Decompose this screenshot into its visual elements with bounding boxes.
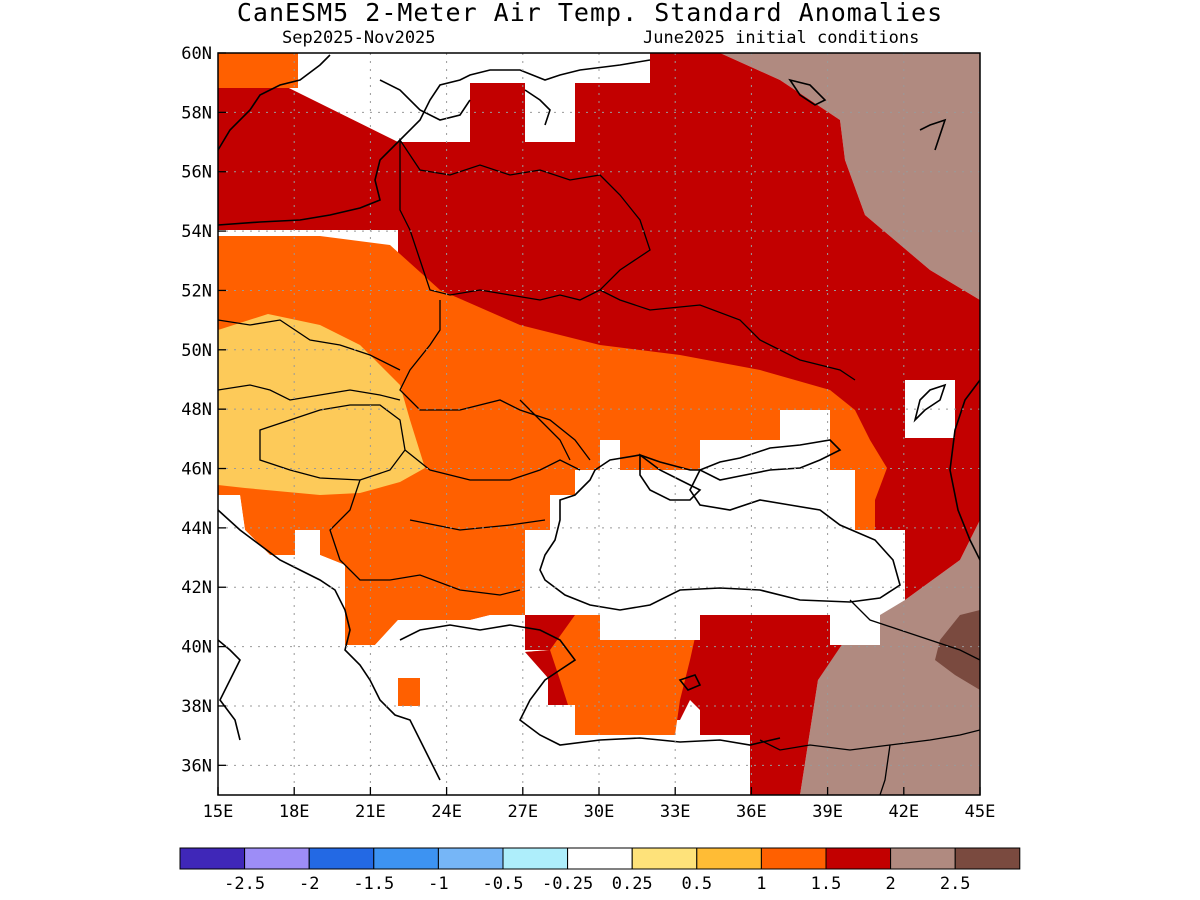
- country-border: [399, 137, 651, 301]
- anomaly-field: [218, 53, 980, 795]
- lat-tick-label: 40N: [181, 638, 212, 658]
- colorbar-swatch: [825, 847, 892, 870]
- anomaly-region-25: [935, 610, 980, 690]
- lon-tick-label: 18E: [279, 802, 310, 822]
- colorbar-label: 2.5: [940, 874, 971, 894]
- country-border: [879, 744, 891, 795]
- country-border: [218, 384, 401, 401]
- colorbar: -2.5 -2 -1.5 -1 -0.5 -0.25 0.25 0.5 1 1.5 2 2.5: [179, 847, 1021, 894]
- anomaly-region-1: [218, 236, 887, 645]
- lake-coast: [919, 118, 947, 151]
- lon-tick-label: 27E: [507, 802, 538, 822]
- lat-tick-label: 44N: [181, 519, 212, 539]
- lat-tick-label: 48N: [181, 400, 212, 420]
- lat-tick-label: 38N: [181, 697, 212, 717]
- anomaly-region-1-small: [398, 678, 420, 706]
- colorbar-swatch: [308, 847, 375, 870]
- colorbar-swatch: [696, 847, 762, 870]
- lon-tick-label: 21E: [355, 802, 386, 822]
- colorbar-label: -0.25: [542, 874, 593, 894]
- colorbar-swatch: [890, 847, 956, 870]
- crimea-coast: [639, 453, 702, 501]
- colorbar-label: -2.5: [224, 874, 265, 894]
- colorbar-label: -1.5: [353, 874, 394, 894]
- black-sea-coast: [539, 454, 901, 611]
- lat-tick-label: 42N: [181, 578, 212, 598]
- anomaly-region-15-nw: [218, 88, 244, 143]
- italy-coast: [218, 639, 241, 741]
- country-border: [409, 519, 546, 531]
- baltic-coast: [218, 54, 331, 151]
- forecast-period: Sep2025-Nov2025: [282, 28, 436, 48]
- colorbar-label: 1: [756, 874, 766, 894]
- lon-tick-label: 42E: [888, 802, 919, 822]
- lon-tick-label: 39E: [812, 802, 843, 822]
- country-border: [404, 449, 581, 481]
- country-border: [599, 289, 856, 381]
- lat-tick-label: 36N: [181, 756, 212, 776]
- lat-tick-label: 58N: [181, 103, 212, 123]
- lat-tick-label: 60N: [181, 44, 212, 64]
- lat-tick-label: 52N: [181, 281, 212, 301]
- lon-tick-label: 30E: [584, 802, 615, 822]
- colorbar-label: 0.5: [681, 874, 712, 894]
- colorbar-label: -0.5: [483, 874, 524, 894]
- cyprus-coast: [678, 674, 702, 691]
- lon-tick-label: 33E: [660, 802, 691, 822]
- colorbar-label: 0.25: [612, 874, 653, 894]
- colorbar-swatch: [437, 847, 504, 870]
- anomaly-region-2: [650, 53, 980, 795]
- colorbar-swatch: [567, 847, 633, 870]
- colorbar-swatch: [244, 847, 310, 870]
- lat-tick-label: 54N: [181, 222, 212, 242]
- map-title: CanESM5 2-Meter Air Temp. Standard Anoma…: [236, 0, 944, 27]
- baltic-coast: [524, 89, 551, 126]
- lon-tick-label: 24E: [431, 802, 462, 822]
- axes: 15E 18E 21E 24E 27E 30E 33E 36E 39E 42E 45E 36N 38N 4…: [181, 44, 995, 822]
- colorbar-label: -2: [299, 874, 319, 894]
- country-border: [218, 319, 401, 371]
- colorbar-swatch: [954, 847, 1021, 870]
- lon-tick-label: 36E: [736, 802, 767, 822]
- country-border: [519, 399, 571, 461]
- country-border: [849, 599, 980, 661]
- anomaly-region-05: [218, 314, 425, 495]
- baltic-coast: [218, 59, 651, 226]
- lon-tick-label: 15E: [203, 802, 234, 822]
- caspian-coast: [913, 383, 947, 423]
- country-border: [399, 300, 591, 461]
- lat-tick-label: 46N: [181, 460, 212, 480]
- lat-tick-label: 50N: [181, 341, 212, 361]
- azov-coast: [698, 439, 842, 481]
- black-sea-mask: [525, 410, 905, 640]
- aegean-coast: [399, 624, 781, 746]
- lake-coast: [788, 78, 827, 106]
- colorbar-swatch: [179, 847, 246, 870]
- aegean-mask: [218, 495, 750, 795]
- coastlines: [218, 54, 980, 795]
- colorbar-label: -1: [428, 874, 448, 894]
- caspian-coast: [949, 379, 980, 561]
- initial-conditions: June2025 initial conditions: [643, 28, 920, 48]
- colorbar-label: 1.5: [811, 874, 842, 894]
- colorbar-swatch: [373, 847, 439, 870]
- lon-tick-label: 45E: [965, 802, 996, 822]
- country-border: [329, 479, 521, 596]
- colorbar-swatch: [631, 847, 698, 870]
- baltic-coast: [379, 79, 471, 121]
- anomaly-region-1-nw: [218, 53, 298, 88]
- lat-tick-label: 56N: [181, 163, 212, 183]
- adriatic-coast: [218, 509, 441, 781]
- colorbar-label: 2: [885, 874, 895, 894]
- colorbar-swatch: [760, 847, 827, 870]
- colorbar-swatch: [502, 847, 569, 870]
- country-border: [759, 729, 980, 751]
